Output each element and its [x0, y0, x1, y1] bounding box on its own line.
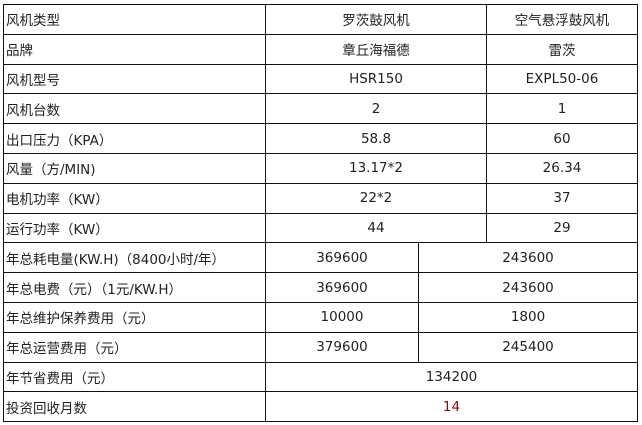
air-suspension-value: EXPL50-06 [486, 63, 638, 95]
roots-value: HSR150 [265, 63, 487, 95]
roots-value: 369600 [265, 242, 419, 274]
air-suspension-value: 243600 [418, 242, 638, 274]
table-row: 风机型号 HSR150 EXPL50-06 [3, 63, 638, 95]
row-label: 出口压力（KPA） [3, 123, 266, 154]
summary-value: 14 [265, 391, 638, 423]
table-row: 运行功率（KW） 44 29 [3, 212, 638, 244]
roots-value: 44 [265, 212, 487, 244]
row-label: 年总耗电量(KW.H)（8400小时/年） [3, 242, 266, 274]
table-row: 年节省费用（元） 134200 [3, 361, 638, 393]
row-label: 风量（方/MIN) [3, 152, 266, 184]
fan-comparison-table: 风机类型 罗茨鼓风机 空气悬浮鼓风机 品牌 章丘海福德 雷茨 风机型号 HSR150 EX… [3, 4, 638, 423]
summary-value: 134200 [265, 361, 638, 393]
roots-value: 369600 [265, 272, 419, 303]
row-label: 电机功率（KW） [3, 182, 266, 214]
air-suspension-value: 37 [486, 182, 638, 214]
table-row: 年总维护保养费用（元） 10000 1800 [3, 301, 638, 333]
roots-value: 10000 [265, 301, 419, 333]
roots-value: 2 [265, 93, 487, 125]
header-row: 风机类型 罗茨鼓风机 空气悬浮鼓风机 [3, 4, 638, 35]
roots-value: 章丘海福德 [265, 33, 487, 65]
table-row: 年总电费（元）（1元/KW.H） 369600 243600 [3, 272, 638, 303]
roots-value: 58.8 [265, 123, 487, 154]
row-label: 年总维护保养费用（元） [3, 301, 266, 333]
row-label: 风机型号 [3, 63, 266, 95]
row-label: 风机台数 [3, 93, 266, 125]
table-row: 品牌 章丘海福德 雷茨 [3, 33, 638, 65]
roots-value: 13.17*2 [265, 152, 487, 184]
row-label: 年总电费（元）（1元/KW.H） [3, 272, 266, 303]
row-label: 投资回收月数 [3, 391, 266, 423]
row-label: 年总运营费用（元） [3, 331, 266, 363]
table-row: 风量（方/MIN) 13.17*2 26.34 [3, 152, 638, 184]
air-suspension-value: 29 [486, 212, 638, 244]
table-row: 风机台数 2 1 [3, 93, 638, 125]
row-label: 运行功率（KW） [3, 212, 266, 244]
roots-value: 379600 [265, 331, 419, 363]
roots-value: 22*2 [265, 182, 487, 214]
table-row: 出口压力（KPA） 58.8 60 [3, 123, 638, 154]
table-row: 年总耗电量(KW.H)（8400小时/年） 369600 243600 [3, 242, 638, 274]
table-row: 投资回收月数 14 [3, 391, 638, 423]
row-label: 品牌 [3, 33, 266, 65]
table-row: 电机功率（KW） 22*2 37 [3, 182, 638, 214]
air-suspension-value: 60 [486, 123, 638, 154]
row-label: 风机类型 [3, 4, 266, 35]
air-suspension-value: 1800 [418, 301, 638, 333]
air-suspension-value: 雷茨 [486, 33, 638, 65]
air-suspension-value: 243600 [418, 272, 638, 303]
column-header-roots: 罗茨鼓风机 [265, 4, 487, 35]
air-suspension-value: 1 [486, 93, 638, 125]
column-header-air-suspension: 空气悬浮鼓风机 [486, 4, 638, 35]
air-suspension-value: 245400 [418, 331, 638, 363]
table-row: 年总运营费用（元） 379600 245400 [3, 331, 638, 363]
row-label: 年节省费用（元） [3, 361, 266, 393]
air-suspension-value: 26.34 [486, 152, 638, 184]
